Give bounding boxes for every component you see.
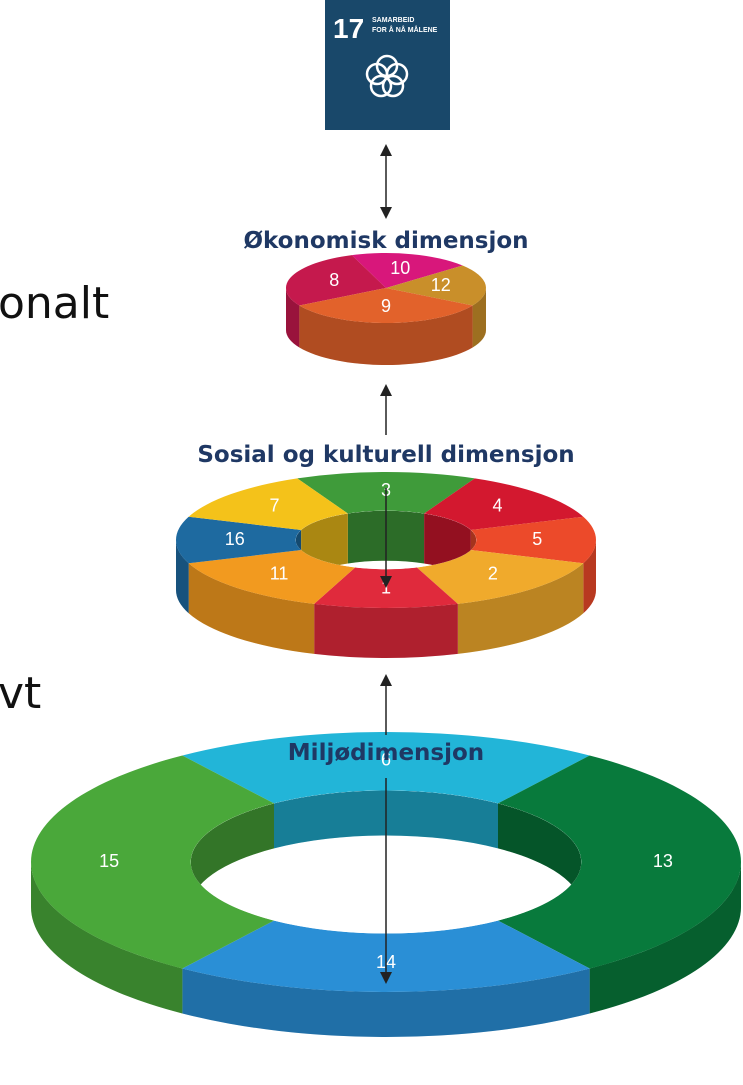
segment-top <box>351 252 463 288</box>
inner-wall <box>295 510 477 570</box>
segment-side <box>31 862 183 1014</box>
segment-top <box>299 288 473 323</box>
segment-side <box>457 563 584 654</box>
segment-side <box>589 862 741 1014</box>
segment-shade <box>286 288 300 348</box>
segment-side <box>583 540 596 614</box>
wall-shade <box>190 803 275 907</box>
segment-shade <box>314 603 458 658</box>
segment-top <box>182 732 590 804</box>
segment-top <box>175 516 302 564</box>
segment-side <box>176 540 189 614</box>
segment-top <box>31 755 275 969</box>
segment-side <box>314 603 458 658</box>
goal-number: 17 <box>333 13 364 44</box>
segment-shade <box>188 563 315 654</box>
segment-label: 13 <box>653 851 673 871</box>
segment-shade <box>182 968 590 1037</box>
segment-label: 8 <box>329 270 339 290</box>
segment-shade <box>299 305 473 365</box>
segment-top <box>497 755 741 969</box>
segment-side <box>188 563 315 654</box>
goal-17-icon: 17 SAMARBEID FOR Å NÅ MÅLENE <box>325 0 450 130</box>
segment-label: 16 <box>225 529 245 549</box>
segment-shade <box>31 862 183 1014</box>
segment-shade <box>589 862 741 1014</box>
segment-side <box>182 968 590 1037</box>
segment-label: 11 <box>270 563 289 583</box>
goal-title: SAMARBEID <box>372 17 414 24</box>
segment-shade <box>583 540 596 614</box>
segment-label: 10 <box>390 258 410 278</box>
segment-top <box>416 550 584 604</box>
wall-part <box>190 803 275 907</box>
segment-label: 2 <box>488 563 498 583</box>
segment-label: 6 <box>381 749 391 769</box>
goal-title: FOR Å NÅ MÅLENE <box>372 25 438 34</box>
segment-shade <box>472 288 486 348</box>
segment-label: 9 <box>381 296 391 316</box>
segment-side <box>472 288 486 348</box>
segment-top <box>285 255 386 306</box>
side-text: onalt <box>0 278 109 329</box>
segment-side <box>299 305 473 365</box>
segment-top <box>386 265 487 306</box>
segment-label: 5 <box>532 529 542 549</box>
layer-label: Miljødimensjon <box>288 740 484 766</box>
segment-label: 4 <box>492 496 502 516</box>
layer-label: Økonomisk dimensjon <box>243 228 528 254</box>
segment-top <box>470 516 597 564</box>
segment-top <box>424 478 584 530</box>
wall-shade <box>497 803 582 907</box>
layer-label: Sosial og kulturell dimensjon <box>197 442 574 468</box>
segment-label: 7 <box>270 496 280 516</box>
segment-label: 15 <box>99 851 119 871</box>
side-text: vt <box>0 668 41 719</box>
segment-label: 12 <box>431 275 451 295</box>
segment-shade <box>176 540 189 614</box>
wall-part <box>497 803 582 907</box>
segment-side <box>286 288 300 348</box>
segment-top <box>188 478 348 530</box>
segment-top <box>188 550 356 604</box>
segment-shade <box>457 563 584 654</box>
